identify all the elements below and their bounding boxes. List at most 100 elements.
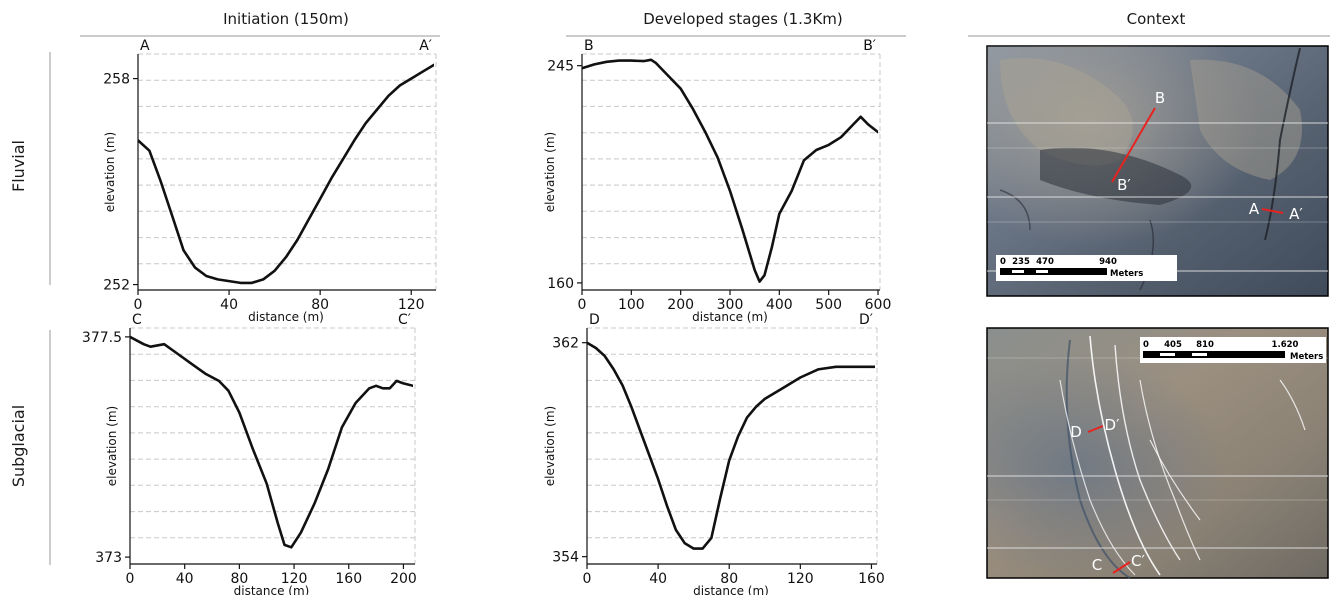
x-tick-label: 40 (220, 297, 238, 313)
map-channel (1279, 379, 1306, 431)
map-channel (1264, 47, 1301, 241)
y-tick-label: 245 (547, 59, 574, 75)
x-tick-label: 0 (583, 571, 592, 587)
x-tick-label: 120 (787, 571, 814, 587)
map-channel (1149, 439, 1201, 521)
profile-line (130, 335, 413, 549)
scale-tick-label: 470 (1036, 257, 1054, 267)
map-label-a-prime: A′ (1289, 205, 1303, 223)
header-developed: Developed stages (1.3Km) (643, 10, 843, 28)
y-tick-label: 373 (95, 550, 122, 566)
y-axis-label: elevation (m) (103, 132, 117, 212)
x-tick-label: 600 (865, 297, 892, 313)
profile-chart-b: 0 100 200 300 400 500 600 160 245 distance (m) ele… (543, 38, 891, 324)
profile-line (587, 341, 875, 550)
y-tick-label: 160 (547, 276, 574, 292)
profile-start-label: D (589, 312, 600, 328)
map-label-b-prime: B′ (1117, 176, 1131, 194)
x-tick-label: 160 (335, 571, 362, 587)
scale-tick-label: 405 (1164, 340, 1182, 350)
scale-bar-subglacial: 0 405 810 1.620 Meters (1140, 337, 1326, 363)
header-context: Context (1127, 10, 1186, 28)
scale-tick-label: 0 (1143, 340, 1149, 350)
scale-bar (1000, 268, 1107, 275)
profile-chart-c: 0 40 80 120 160 200 373 377.5 distance (m) elevat… (82, 312, 417, 595)
profile-line-c (1112, 561, 1131, 574)
y-axis-label: elevation (m) (543, 406, 557, 486)
map-channel (1139, 219, 1155, 291)
x-tick-label: 40 (176, 571, 194, 587)
scale-bar-fluvial: 0 235 470 940 Meters (996, 255, 1177, 281)
row-label-fluvial: Fluvial (9, 140, 28, 192)
profile-line (582, 58, 878, 283)
profile-start-label: C (132, 312, 142, 328)
map-channel (999, 189, 1031, 231)
scale-unit: Meters (1290, 352, 1323, 362)
y-tick-label: 354 (552, 550, 579, 566)
profile-end-label: D′ (859, 312, 873, 328)
y-tick-label: 362 (552, 336, 579, 352)
map-label-d-prime: D′ (1105, 416, 1121, 434)
scale-tick-label: 1.620 (1272, 340, 1299, 350)
context-map-fluvial: B B′ A A′ 0 235 470 940 Meters (986, 45, 1329, 297)
x-tick-label: 500 (815, 297, 842, 313)
profile-end-label: B′ (863, 38, 876, 54)
y-tick-label: 377.5 (82, 330, 122, 346)
x-tick-label: 80 (311, 297, 329, 313)
map-terrain-patch (1190, 59, 1302, 181)
x-axis-label: distance (m) (234, 584, 310, 595)
x-tick-label: 0 (126, 571, 135, 587)
x-axis-label: distance (m) (248, 310, 324, 324)
profile-end-label: A′ (419, 38, 432, 54)
x-tick-label: 40 (649, 571, 667, 587)
scale-bar-background (1140, 337, 1326, 363)
scale-unit: Meters (1110, 269, 1143, 279)
y-axis-label: elevation (m) (105, 406, 119, 486)
scale-tick-label: 0 (1000, 257, 1006, 267)
scale-tick-label: 235 (1012, 257, 1030, 267)
x-tick-label: 120 (398, 297, 425, 313)
scale-bar-segment (1192, 353, 1207, 356)
x-axis-label: distance (m) (693, 584, 769, 595)
map-label-c: C (1092, 556, 1102, 574)
row-label-subglacial: Subglacial (9, 405, 28, 487)
scale-bar-segment (1012, 270, 1024, 273)
map-channel (1065, 339, 1131, 579)
profile-end-label: C′ (398, 312, 411, 328)
x-tick-label: 100 (618, 297, 645, 313)
map-label-b: B (1155, 89, 1165, 107)
profile-line-b (1111, 107, 1156, 183)
profile-line-a (1261, 208, 1284, 214)
profile-chart-a: 0 40 80 120 252 258 distance (m) elevation (m) A… (103, 38, 437, 324)
profile-chart-d: 0 40 80 120 160 354 362 distance (m) elevation (… (543, 312, 885, 595)
scale-tick-label: 940 (1099, 257, 1117, 267)
context-map-subglacial: D D′ C C′ 0 405 810 1.620 Meters (986, 327, 1329, 579)
profile-line (138, 63, 434, 285)
header-initiation: Initiation (150m) (223, 10, 349, 28)
y-axis-label: elevation (m) (543, 132, 557, 212)
x-axis-label: distance (m) (692, 310, 768, 324)
y-tick-label: 252 (103, 278, 130, 294)
x-tick-label: 300 (717, 297, 744, 313)
map-terrain-patch (1000, 58, 1133, 166)
profile-start-label: A (140, 38, 150, 54)
x-tick-label: 120 (281, 571, 308, 587)
x-tick-label: 200 (667, 297, 694, 313)
map-channel (1139, 379, 1201, 561)
x-tick-label: 160 (858, 571, 885, 587)
x-tick-label: 0 (578, 297, 587, 313)
map-label-d: D (1070, 423, 1082, 441)
map-label-c-prime: C′ (1131, 552, 1145, 570)
x-tick-label: 0 (134, 297, 143, 313)
x-tick-label: 80 (720, 571, 738, 587)
y-tick-label: 258 (103, 72, 130, 88)
profile-start-label: B (584, 38, 594, 54)
map-label-a: A (1249, 200, 1260, 218)
x-tick-label: 400 (766, 297, 793, 313)
scale-tick-label: 810 (1196, 340, 1214, 350)
scale-bar-segment (1036, 270, 1048, 273)
scale-bar (1143, 351, 1285, 358)
x-tick-label: 200 (390, 571, 417, 587)
map-channel (1114, 344, 1181, 561)
